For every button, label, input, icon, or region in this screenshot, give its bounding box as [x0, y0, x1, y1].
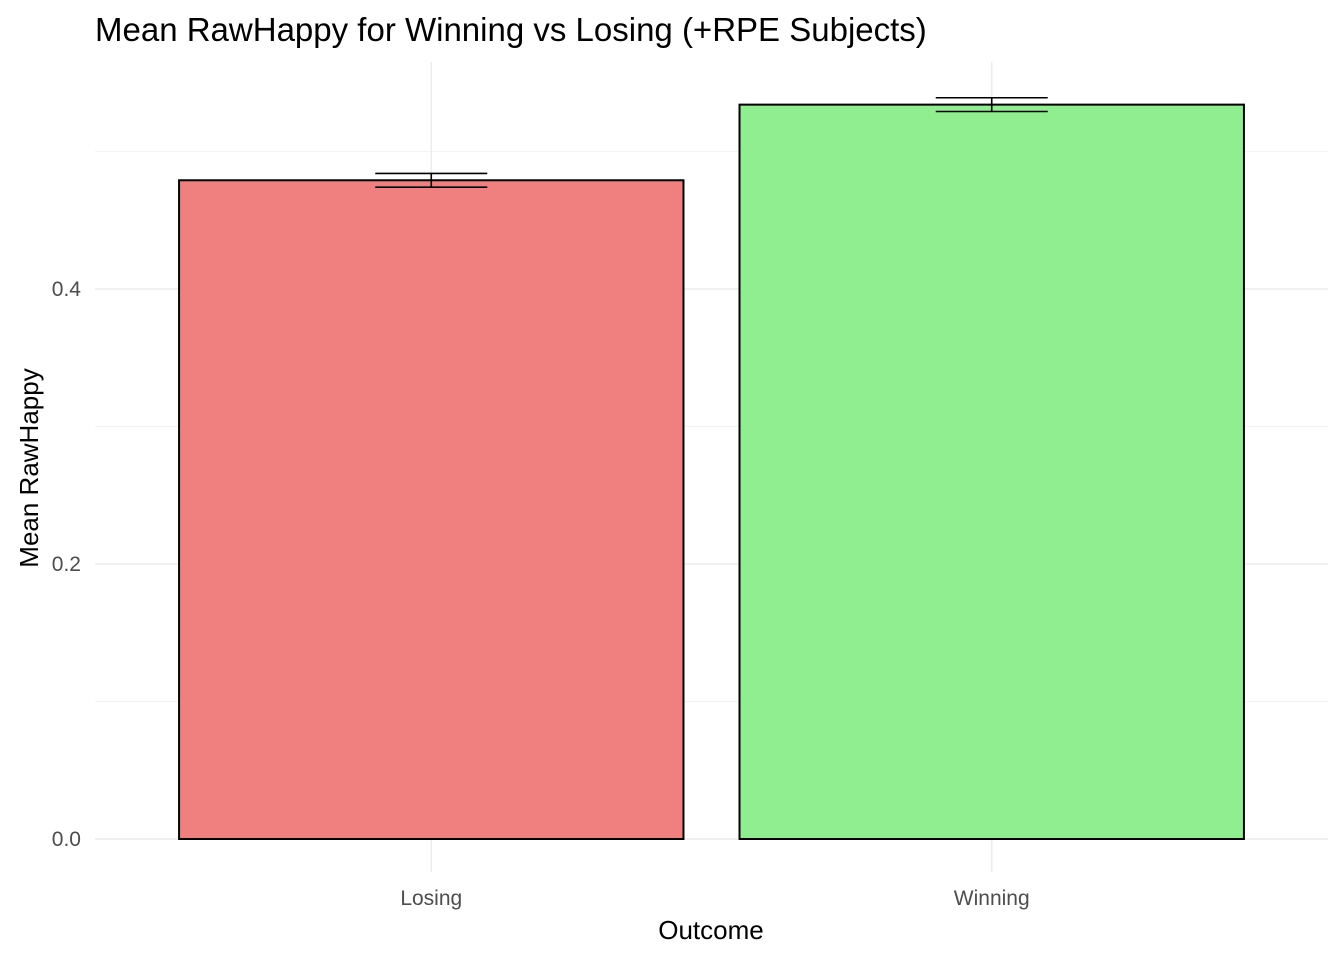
x-axis-title: Outcome	[658, 915, 764, 945]
error-bar-losing	[375, 172, 488, 188]
y-axis-title: Mean RawHappy	[14, 368, 44, 567]
y-tick-label: 0.0	[52, 828, 81, 851]
bar-losing	[178, 179, 685, 840]
chart-title: Mean RawHappy for Winning vs Losing (+RP…	[95, 11, 927, 48]
x-tick-label: Winning	[954, 887, 1030, 910]
y-axis-ticks: 0.0 0.2 0.4	[52, 278, 82, 851]
x-tick-label: Losing	[400, 887, 462, 910]
y-tick-label: 0.2	[52, 553, 81, 576]
x-axis-ticks: Losing Winning	[400, 887, 1029, 910]
bar-winning	[738, 103, 1245, 840]
y-tick-label: 0.4	[52, 278, 82, 301]
bars-layer	[178, 103, 1245, 840]
error-bars-layer	[375, 96, 1048, 188]
error-bar-winning	[935, 96, 1048, 113]
